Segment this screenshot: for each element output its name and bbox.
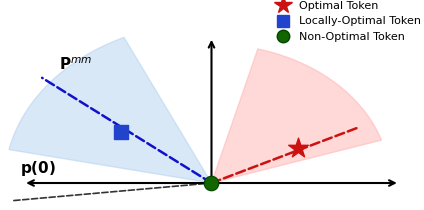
Legend: Optimal Token, Locally-Optimal Token, Non-Optimal Token: Optimal Token, Locally-Optimal Token, No… bbox=[268, 0, 424, 46]
Point bbox=[208, 181, 215, 185]
Polygon shape bbox=[9, 37, 212, 183]
Point bbox=[118, 130, 125, 134]
Text: $\mathbf{p(0)}$: $\mathbf{p(0)}$ bbox=[20, 159, 56, 178]
Point bbox=[295, 146, 301, 150]
Text: $\mathbf{P}^{mm}$: $\mathbf{P}^{mm}$ bbox=[59, 57, 93, 74]
Polygon shape bbox=[212, 49, 382, 183]
